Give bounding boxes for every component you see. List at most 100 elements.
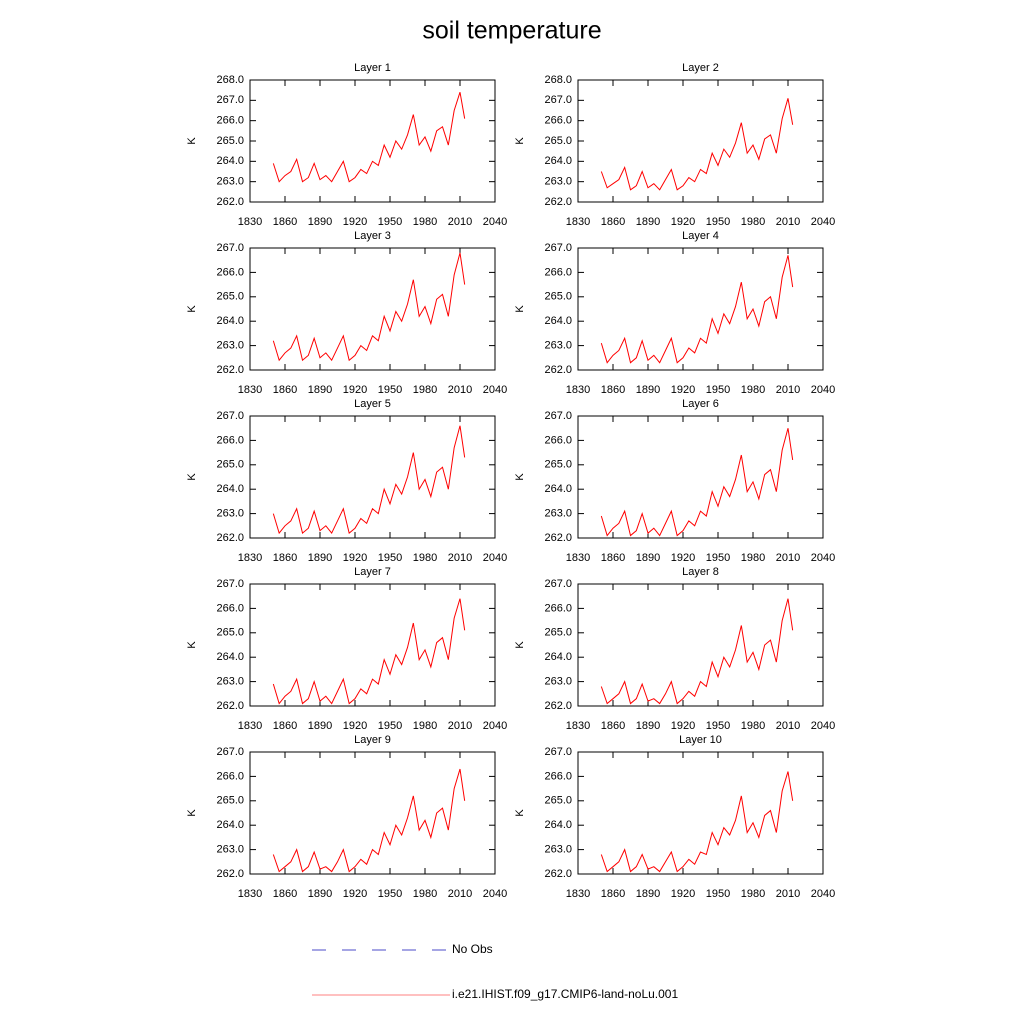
- x-tick-label: 1860: [601, 720, 625, 732]
- y-tick-label: 267.0: [544, 94, 572, 106]
- data-line: [272, 425, 466, 535]
- panel-title: Layer 6: [682, 398, 719, 410]
- x-tick-label: 2010: [448, 552, 472, 564]
- y-tick-label: 265.0: [544, 135, 572, 147]
- y-tick-label: 262.0: [544, 700, 572, 712]
- y-tick-label: 263.0: [216, 176, 244, 188]
- x-tick-label: 1830: [238, 216, 262, 228]
- x-tick-label: 2010: [776, 384, 800, 396]
- figure-title: soil temperature: [422, 17, 601, 45]
- x-tick-label: 1860: [601, 384, 625, 396]
- y-tick-label: 266.0: [544, 434, 572, 446]
- y-tick-label: 266.0: [216, 266, 244, 278]
- x-tick-label: 1950: [378, 888, 402, 900]
- x-tick-label: 1920: [671, 888, 695, 900]
- y-tick-label: 265.0: [216, 795, 244, 807]
- data-line: [600, 428, 794, 537]
- y-tick-label: 262.0: [544, 196, 572, 208]
- x-tick-label: 1890: [308, 720, 332, 732]
- x-tick-label: 2010: [776, 720, 800, 732]
- x-tick-label: 1860: [601, 552, 625, 564]
- y-tick-label: 263.0: [544, 676, 572, 688]
- x-tick-label: 1980: [413, 888, 437, 900]
- x-tick-label: 1830: [566, 552, 590, 564]
- y-axis-label: K: [186, 641, 198, 649]
- x-tick-label: 1920: [343, 552, 367, 564]
- y-tick-label: 264.0: [544, 651, 572, 663]
- x-tick-label: 1830: [566, 384, 590, 396]
- x-tick-label: 1890: [636, 216, 660, 228]
- x-tick-label: 1980: [413, 384, 437, 396]
- plot-frame: [577, 751, 824, 875]
- y-tick-label: 262.0: [544, 868, 572, 880]
- x-tick-label: 1890: [636, 384, 660, 396]
- x-tick-label: 1860: [273, 888, 297, 900]
- plot-frame: [577, 415, 824, 539]
- x-tick-label: 2040: [483, 216, 507, 228]
- legend-label: i.e21.IHIST.f09_g17.CMIP6-land-noLu.001: [452, 987, 678, 1001]
- x-tick-label: 1860: [601, 216, 625, 228]
- x-tick-label: 1950: [378, 720, 402, 732]
- y-tick-label: 262.0: [216, 196, 244, 208]
- panel-title: Layer 3: [354, 230, 391, 242]
- y-tick-label: 266.0: [544, 770, 572, 782]
- y-tick-label: 263.0: [544, 176, 572, 188]
- x-tick-label: 1980: [741, 216, 765, 228]
- y-tick-label: 267.0: [216, 410, 244, 422]
- x-tick-label: 2040: [811, 384, 835, 396]
- data-line: [272, 92, 466, 183]
- x-tick-label: 1920: [671, 552, 695, 564]
- x-tick-label: 2010: [776, 216, 800, 228]
- y-axis-label: K: [186, 137, 198, 145]
- x-tick-label: 2010: [776, 552, 800, 564]
- y-tick-label: 265.0: [544, 459, 572, 471]
- x-tick-label: 1980: [741, 720, 765, 732]
- y-tick-label: 265.0: [216, 135, 244, 147]
- x-tick-label: 1830: [566, 720, 590, 732]
- x-tick-label: 2040: [811, 552, 835, 564]
- data-line: [600, 771, 794, 873]
- x-tick-label: 1860: [273, 384, 297, 396]
- x-tick-label: 2040: [483, 552, 507, 564]
- y-tick-label: 267.0: [216, 746, 244, 758]
- y-tick-label: 262.0: [544, 364, 572, 376]
- panel-title: Layer 8: [682, 566, 719, 578]
- x-tick-label: 1950: [706, 720, 730, 732]
- y-tick-label: 265.0: [544, 627, 572, 639]
- y-tick-label: 262.0: [216, 868, 244, 880]
- y-tick-label: 264.0: [544, 155, 572, 167]
- plot-frame: [249, 583, 496, 707]
- x-tick-label: 1920: [343, 384, 367, 396]
- y-tick-label: 264.0: [216, 819, 244, 831]
- data-line: [600, 255, 794, 364]
- x-tick-label: 2040: [483, 720, 507, 732]
- y-tick-label: 264.0: [544, 819, 572, 831]
- y-tick-label: 267.0: [216, 242, 244, 254]
- y-axis-label: K: [514, 641, 526, 649]
- x-tick-label: 1920: [343, 720, 367, 732]
- y-tick-label: 266.0: [216, 434, 244, 446]
- x-tick-label: 1830: [238, 888, 262, 900]
- panel-title: Layer 1: [354, 62, 391, 74]
- y-tick-label: 263.0: [544, 508, 572, 520]
- y-tick-label: 266.0: [544, 602, 572, 614]
- data-line: [600, 598, 794, 705]
- y-axis-label: K: [514, 137, 526, 145]
- y-axis-label: K: [186, 305, 198, 313]
- y-tick-label: 263.0: [216, 676, 244, 688]
- x-tick-label: 1920: [343, 888, 367, 900]
- x-tick-label: 1950: [378, 384, 402, 396]
- x-tick-label: 1980: [413, 552, 437, 564]
- panel-title: Layer 4: [682, 230, 719, 242]
- y-tick-label: 264.0: [216, 651, 244, 663]
- y-tick-label: 266.0: [216, 770, 244, 782]
- x-tick-label: 1860: [273, 552, 297, 564]
- y-axis-label: K: [186, 473, 198, 481]
- y-tick-label: 264.0: [544, 315, 572, 327]
- y-tick-label: 262.0: [216, 532, 244, 544]
- data-line: [272, 252, 466, 362]
- y-tick-label: 265.0: [544, 291, 572, 303]
- x-tick-label: 2010: [448, 888, 472, 900]
- panel-title: Layer 2: [682, 62, 719, 74]
